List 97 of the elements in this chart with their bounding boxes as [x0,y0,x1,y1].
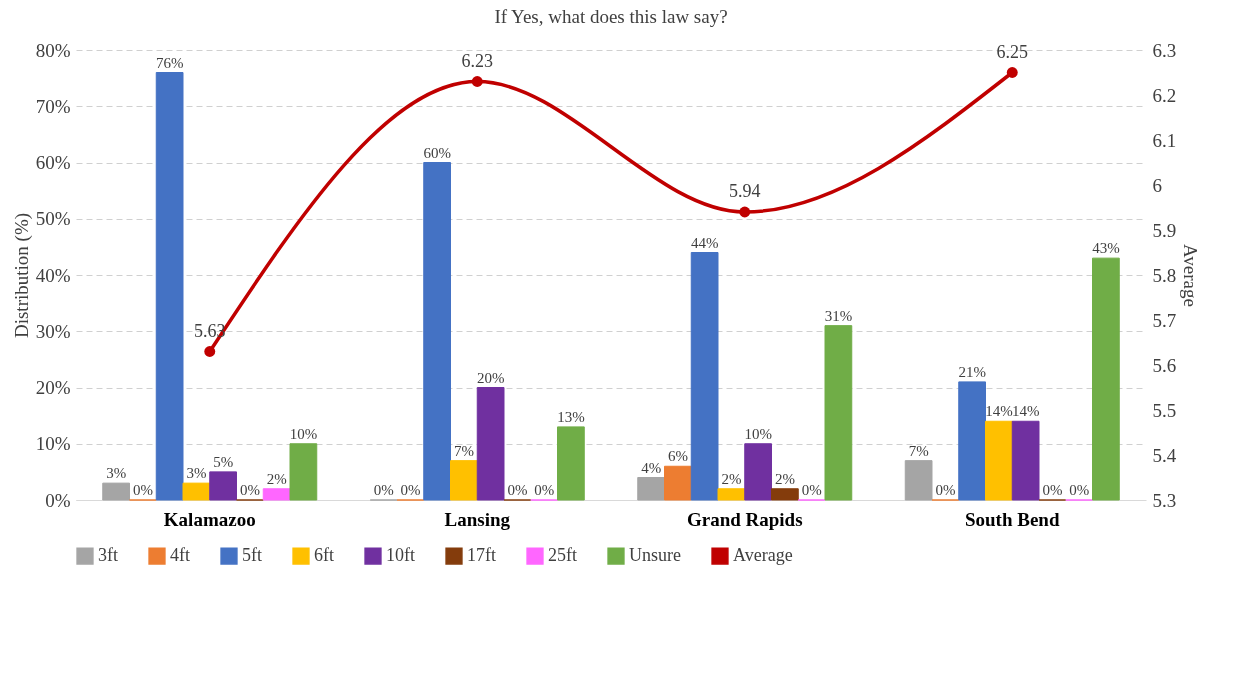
bar [289,443,318,501]
bar [102,482,130,501]
legend-label: 3ft [98,545,118,566]
data-label: 10% [744,425,772,442]
y2-tick-label: 6.1 [1152,129,1177,151]
bar [744,443,772,501]
bar [1011,420,1040,501]
bar [423,162,451,501]
legend-label: 17ft [467,545,496,566]
x-tick-label: Kalamazoo [163,508,256,530]
x-tick-label: Grand Rapids [686,508,803,530]
bar [557,426,585,501]
data-label: 2% [721,470,742,487]
y2-tick-label: 6.3 [1152,39,1177,61]
data-label: 60% [423,144,451,161]
bar [958,381,986,501]
data-label: 21% [958,363,986,380]
bar [450,460,478,501]
data-label: 10% [289,425,318,442]
y-tick-label: 50% [35,208,71,230]
x-tick-label: Lansing [444,508,511,530]
x-tick-label: South Bend [964,508,1060,530]
data-label: 14% [1011,403,1040,420]
y-tick-label: 70% [35,95,71,117]
legend-label: Average [733,545,793,566]
point [1006,67,1018,78]
bar [771,488,799,501]
bar [262,488,291,501]
data-label: 7% [453,442,474,459]
data-label: 5% [213,453,234,470]
data-label: 4% [641,459,662,476]
data-label: 0% [373,482,394,498]
y2-tick-label: 5.5 [1152,399,1177,421]
legend-label: 10ft [386,545,415,566]
bar [155,72,184,501]
data-label: 6.25 [996,41,1028,62]
y-tick-label: 40% [35,264,71,286]
y2-tick-label: 6 [1152,174,1162,196]
y2-tick-label: 5.4 [1152,444,1177,466]
point [739,206,751,218]
data-label: 2% [266,470,287,487]
data-label: 3% [106,465,127,482]
data-label: 0% [801,482,822,498]
data-label: 31% [824,307,853,324]
data-label: 0% [1042,482,1063,498]
data-label: 13% [557,408,585,425]
y2-tick-label: 6.2 [1152,84,1177,106]
y2-tick-label: 5.9 [1152,219,1177,241]
data-label: 0% [400,482,421,498]
y-tick-label: 30% [35,320,71,342]
bar [1092,257,1120,501]
bar [824,325,853,501]
point [471,76,483,87]
bar [476,387,505,501]
y2-axis-title: Average [1180,244,1202,307]
chart-title: If Yes, what does this law say? [494,6,728,27]
y2-tick-label: 5.7 [1152,309,1177,331]
y2-tick-label: 5.8 [1152,264,1177,286]
point [204,346,216,357]
data-label: 44% [690,234,719,251]
y-tick-label: 10% [35,433,71,455]
data-label: 14% [985,403,1013,420]
y-tick-label: 80% [35,39,71,61]
data-label: 7% [908,442,929,459]
data-label: 6% [667,448,688,465]
bar [664,465,692,501]
legend-label: 4ft [170,545,190,566]
data-label: 43% [1092,240,1120,257]
bar [182,482,211,501]
y-tick-label: 0% [45,489,71,511]
data-label: 0% [1069,482,1090,498]
data-label: 20% [476,369,505,386]
bar [637,477,665,501]
bar [904,460,933,501]
data-label: 5.94 [729,181,761,201]
data-label: 0% [239,482,260,498]
bar [690,252,719,501]
y2-tick-label: 5.3 [1152,489,1177,511]
data-label: 2% [774,470,795,487]
legend-label: 6ft [314,545,334,566]
y-tick-label: 60% [35,152,71,173]
data-label: 0% [507,482,528,498]
bar [209,471,237,501]
bar [717,488,746,501]
data-label: 3% [186,465,207,482]
bar [985,420,1013,501]
y2-tick-label: 5.6 [1152,354,1177,376]
legend-label: 5ft [242,545,262,566]
legend-label: 25ft [548,545,577,566]
data-label: 0% [534,482,555,498]
data-label: 76% [155,54,184,71]
data-label: 0% [132,482,153,498]
legend-label: Unsure [629,545,681,566]
data-label: 0% [935,482,956,498]
y-axis-title: Distribution (%) [10,212,33,339]
y-tick-label: 20% [35,377,71,398]
data-label: 6.23 [461,50,493,71]
